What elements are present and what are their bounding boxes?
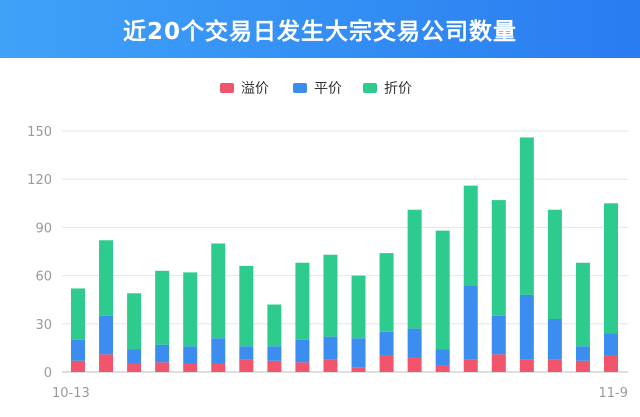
bar-11-2 — [379, 253, 394, 332]
bar-10-2 — [351, 275, 366, 339]
legend-swatch-2 — [363, 83, 377, 93]
legend-label-1: 平价 — [314, 81, 342, 97]
bar-12-1 — [407, 328, 422, 358]
bar-18-0 — [575, 360, 590, 372]
bars — [71, 137, 618, 372]
bar-3-2 — [155, 270, 170, 345]
bar-0-2 — [71, 288, 85, 340]
legend-label-2: 折价 — [384, 81, 412, 97]
bar-4-0 — [183, 363, 198, 372]
bar-10-1 — [351, 338, 366, 368]
chart-header: 近20个交易日发生大宗交易公司数量 — [0, 0, 640, 58]
bar-15-2 — [491, 200, 506, 316]
bar-1-2 — [99, 240, 114, 316]
bar-15-1 — [491, 315, 506, 355]
bar-5-1 — [211, 338, 226, 364]
legend-swatch-1 — [293, 83, 307, 93]
grid-lines — [62, 130, 628, 373]
bar-1-0 — [99, 354, 114, 372]
x-tick-label-0: 10-13 — [52, 386, 90, 401]
bar-11-1 — [379, 331, 394, 356]
chart-title: 近20个交易日发生大宗交易公司数量 — [122, 19, 517, 45]
bar-8-1 — [295, 339, 310, 363]
bar-12-0 — [407, 357, 422, 372]
bar-19-0 — [604, 355, 618, 372]
bar-16-1 — [519, 294, 534, 360]
bar-9-0 — [323, 359, 338, 372]
bar-19-2 — [604, 203, 618, 334]
y-tick-label-2: 60 — [35, 270, 52, 285]
bar-10-0 — [351, 367, 366, 372]
bar-11-0 — [379, 355, 394, 372]
bar-8-2 — [295, 262, 310, 340]
bar-13-1 — [435, 349, 450, 366]
bar-14-2 — [463, 185, 478, 286]
bar-3-0 — [155, 362, 170, 372]
bar-7-2 — [267, 304, 282, 347]
bar-2-2 — [127, 293, 142, 350]
bar-19-1 — [604, 333, 618, 356]
bar-17-0 — [547, 359, 562, 372]
bar-8-0 — [295, 362, 310, 372]
legend: 溢价 平价 折价 — [220, 81, 412, 97]
bar-6-0 — [239, 359, 254, 372]
bar-2-0 — [127, 363, 142, 372]
legend-swatch-0 — [220, 83, 234, 93]
bar-3-1 — [155, 344, 170, 363]
y-tick-label-4: 120 — [27, 173, 52, 188]
bar-4-2 — [183, 272, 198, 347]
bar-7-1 — [267, 346, 282, 361]
bar-17-2 — [547, 209, 562, 319]
bar-18-1 — [575, 346, 590, 361]
y-tick-label-1: 30 — [35, 318, 52, 333]
bar-14-1 — [463, 285, 478, 360]
bar-16-2 — [519, 137, 534, 295]
bar-2-1 — [127, 349, 142, 364]
bar-1-1 — [99, 315, 114, 355]
bar-13-2 — [435, 230, 450, 350]
bar-13-0 — [435, 365, 450, 372]
bar-7-0 — [267, 360, 282, 372]
bar-4-1 — [183, 346, 198, 364]
y-axis: 0 30 60 90 120 150 — [27, 125, 52, 381]
bar-18-2 — [575, 262, 590, 347]
bar-17-1 — [547, 318, 562, 360]
y-tick-label-3: 90 — [35, 221, 52, 236]
x-tick-label-19: 11-9 — [598, 386, 628, 401]
bar-0-0 — [71, 360, 85, 372]
chart-area: 溢价 平价 折价 0 30 60 90 120 150 10-13 11-9 — [27, 81, 628, 401]
bar-9-2 — [323, 254, 338, 337]
bar-6-1 — [239, 346, 254, 360]
bar-16-0 — [519, 359, 534, 372]
bar-9-1 — [323, 336, 338, 360]
bar-5-2 — [211, 243, 226, 339]
bar-12-2 — [407, 209, 422, 329]
bar-0-1 — [71, 339, 85, 361]
bar-15-0 — [491, 354, 506, 372]
y-tick-label-0: 0 — [44, 366, 52, 381]
bar-14-0 — [463, 359, 478, 372]
x-axis: 10-13 11-9 — [52, 386, 628, 401]
bar-5-0 — [211, 363, 226, 372]
legend-label-0: 溢价 — [241, 81, 269, 97]
bar-6-2 — [239, 265, 254, 347]
y-tick-label-5: 150 — [27, 125, 52, 140]
